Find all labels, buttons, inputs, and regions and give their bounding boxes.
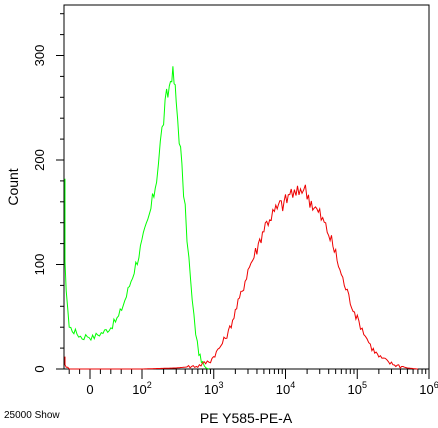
event-count-note: 25000 Show bbox=[4, 410, 60, 421]
x-axis-title: PE Y585-PE-A bbox=[200, 410, 293, 426]
plot-frame bbox=[63, 4, 430, 370]
y-axis: 0 100 200 300 bbox=[32, 45, 64, 373]
histogram-series-green bbox=[64, 66, 209, 370]
x-tick-label: 0 bbox=[86, 382, 93, 397]
x-tick-label: 103 bbox=[204, 380, 223, 397]
y-axis-minor-ticks bbox=[60, 13, 64, 349]
series-layer bbox=[64, 66, 418, 370]
x-tick-label: 102 bbox=[132, 380, 151, 397]
x-axis-minor-ticks bbox=[68, 369, 427, 374]
histogram-series-red bbox=[64, 184, 418, 370]
x-tick-label: 105 bbox=[348, 380, 367, 397]
y-tick-label: 100 bbox=[32, 254, 47, 276]
x-axis: 0 102 103 104 105 106 bbox=[86, 369, 438, 397]
y-tick-label: 200 bbox=[32, 149, 47, 171]
y-tick-label: 0 bbox=[32, 365, 47, 372]
x-tick-label: 106 bbox=[419, 380, 438, 397]
x-tick-label: 104 bbox=[276, 380, 295, 397]
y-axis-title: Count bbox=[5, 168, 21, 205]
y-tick-label: 300 bbox=[32, 45, 47, 67]
